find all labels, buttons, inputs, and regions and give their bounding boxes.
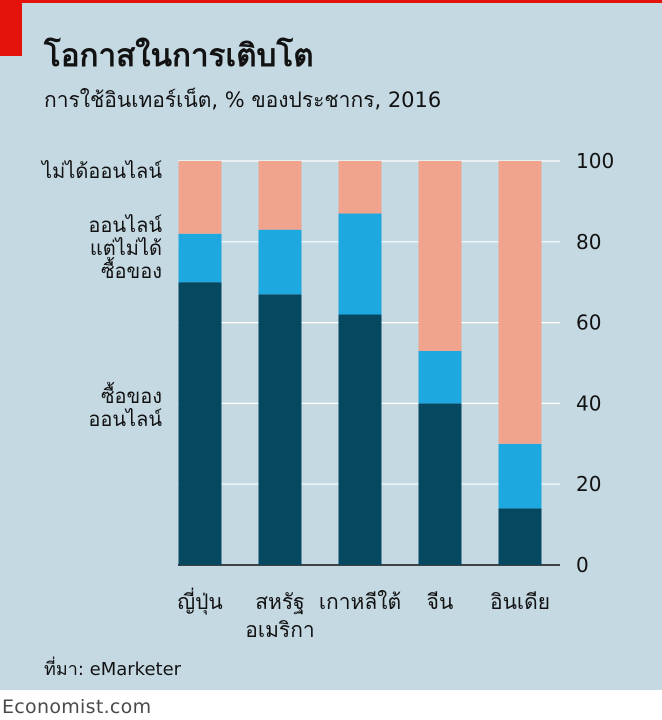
y-tick-label: 100 [576,149,614,173]
chart-panel [0,0,662,690]
brand-footer: Economist.com [2,696,152,718]
bar-segment-0 [258,294,302,565]
y-tick-label: 60 [576,311,601,335]
bar-segment-2 [498,161,542,444]
x-category-label: อเมริกา [245,618,314,642]
y-tick-label: 0 [576,553,589,577]
x-category-label: จีน [427,590,454,614]
bar-segment-2 [178,161,222,234]
y-tick-label: 20 [576,472,601,496]
bar-segment-1 [498,443,542,509]
brand-tag [0,0,22,56]
legend-label-buy-online: ซื้อของ ออนไลน์ [88,384,162,431]
chart-subtitle: การใช้อินเทอร์เน็ต, % ของประชากร, 2016 [44,88,442,112]
bar-segment-0 [418,403,462,565]
bar-segment-0 [498,508,542,565]
bar-segment-2 [418,161,462,351]
bar-segment-0 [338,314,382,565]
bar-segment-1 [338,213,382,315]
bar-segment-1 [258,229,302,295]
stacked-bar-chart: 0 20 40 60 80 100 ญี่ปุ่น สหรัฐอเมริกาเกาหลีใต้… [177,149,614,642]
bar-segment-1 [418,350,462,404]
y-tick-label: 40 [576,391,601,415]
x-category-label: เกาหลีใต้ [319,590,401,614]
bar-segment-1 [178,233,222,283]
bar-segment-2 [338,161,382,214]
chart-title: โอกาสในการเติบโต [44,38,314,74]
top-rule [0,0,662,3]
x-category-label: สหรัฐ [255,590,305,614]
legend-label-not-online: ไม่ได้ออนไลน์ [42,159,162,183]
x-category-label: ญี่ปุ่น [177,587,223,615]
source-note: ที่มา: eMarketer [44,659,182,680]
bar-segment-2 [258,161,302,230]
bar-segment-0 [178,282,222,565]
legend-label-online-not-buying: ออนไลน์ แต่ไม่ได้ ซื้อของ [88,213,162,283]
x-category-label: อินเดีย [490,590,550,614]
y-tick-label: 80 [576,230,601,254]
